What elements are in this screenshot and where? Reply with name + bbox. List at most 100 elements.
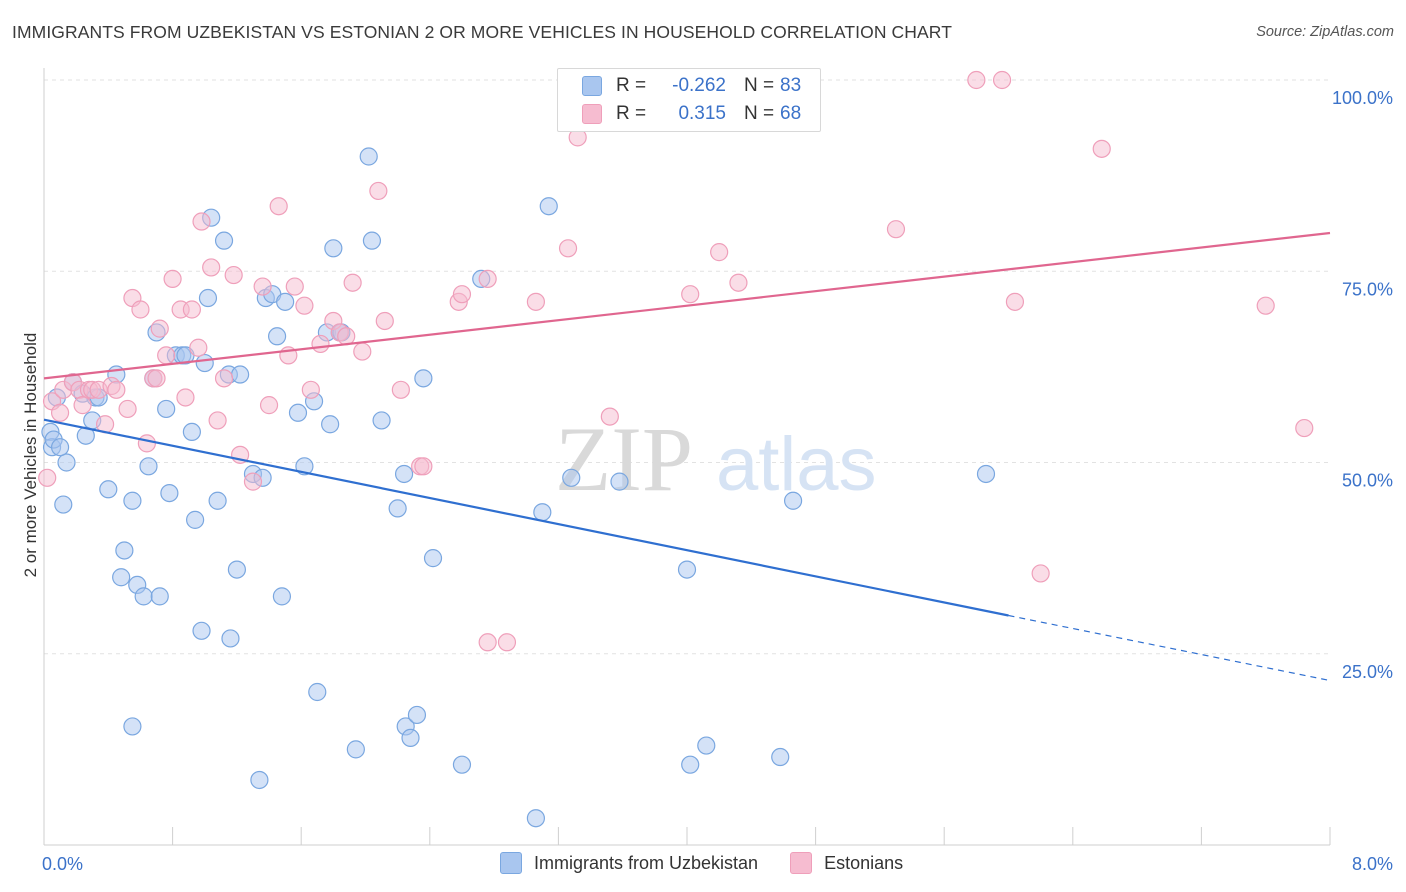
estonians-point: [886, 220, 906, 239]
estonians-point: [192, 212, 211, 231]
estonians-point: [967, 70, 986, 90]
uzbekistan-point: [112, 568, 131, 587]
uzbekistan-point: [562, 468, 581, 487]
estonians-point: [311, 334, 330, 354]
estonians-point: [253, 277, 272, 296]
uzbekistan-point: [227, 560, 246, 579]
uzbekistan-point: [526, 809, 545, 828]
estonians-point: [202, 258, 221, 277]
estonians-point: [131, 300, 150, 319]
estonians-point: [337, 327, 356, 346]
estonians-point: [600, 407, 619, 426]
estonians-point: [243, 472, 263, 491]
uzbekistan-point: [57, 453, 76, 472]
y-tick-label: 100.0%: [1332, 88, 1393, 108]
y-tick-label: 25.0%: [1342, 662, 1393, 682]
uzbekistan-point: [288, 403, 308, 422]
estonians-point: [73, 396, 92, 415]
estonians-point: [147, 369, 166, 388]
y-tick-label: 75.0%: [1342, 279, 1393, 299]
legend-row-estonians: R = 0.315 N = 68: [582, 101, 801, 127]
uzbekistan-point: [452, 755, 472, 774]
x-tick-label: 8.0%: [1352, 854, 1393, 874]
estonians-point: [992, 70, 1012, 90]
legend-row-uzbekistan: R = -0.262 N = 83: [582, 73, 801, 99]
uzbekistan-point: [771, 747, 790, 767]
series-legend: Immigrants from Uzbekistan Estonians: [500, 852, 935, 874]
uzbekistan-point: [221, 629, 240, 648]
uzbekistan-point: [388, 499, 407, 518]
uzbekistan-point: [99, 480, 118, 499]
uzbekistan-point: [394, 464, 414, 484]
uzbekistan-point: [372, 411, 391, 430]
uzbekistan-point: [198, 288, 218, 308]
estonians-point: [301, 380, 320, 399]
uzbekistan-point: [272, 587, 292, 606]
uzbekistan-point: [697, 736, 716, 755]
uzbekistan-trend-extension: [1008, 614, 1331, 682]
legend-r-value: -0.262: [672, 75, 726, 96]
estonians-point: [214, 369, 234, 388]
estonians-point: [353, 342, 372, 361]
uzbekistan-point: [192, 621, 211, 640]
uzbekistan-point: [321, 415, 340, 434]
uzbekistan-point: [423, 549, 443, 568]
uzbekistan-point: [401, 728, 420, 748]
uzbekistan-point: [186, 510, 205, 529]
x-tick-label: 0.0%: [42, 854, 83, 874]
uzbekistan-point: [182, 422, 201, 441]
uzbekistan-point: [414, 369, 433, 388]
estonians-point: [710, 243, 729, 262]
estonians-point: [558, 239, 578, 258]
estonians-point: [391, 380, 410, 399]
series-swatch-blue: [500, 852, 522, 874]
estonians-point: [163, 269, 182, 288]
estonians-point: [369, 181, 388, 201]
estonians-point: [1005, 292, 1025, 311]
uzbekistan-point: [160, 484, 179, 503]
uzbekistan-point: [362, 231, 382, 250]
uzbekistan-point: [267, 327, 287, 346]
uzbekistan-point: [783, 491, 803, 510]
estonians-point: [182, 300, 201, 319]
estonians-point: [285, 277, 304, 296]
estonians-point: [224, 265, 243, 285]
y-axis-label: 2 or more Vehicles in Household: [21, 333, 40, 578]
estonians-point: [150, 319, 169, 338]
uzbekistan-point: [533, 503, 552, 522]
estonians-point: [1295, 418, 1314, 438]
legend-r-label: R =: [616, 75, 647, 96]
estonians-point: [137, 434, 156, 453]
uzbekistan-point: [359, 147, 378, 166]
legend-r-label: R =: [616, 103, 647, 124]
legend-n-value: 83: [780, 75, 802, 96]
uzbekistan-point: [324, 239, 343, 258]
uzbekistan-point: [157, 399, 176, 419]
uzbekistan-point: [276, 292, 295, 311]
uzbekistan-point: [250, 770, 269, 790]
estonians-point: [295, 296, 314, 315]
uzbekistan-point: [139, 457, 158, 476]
uzbekistan-point: [308, 682, 327, 702]
uzbekistan-point: [115, 541, 134, 560]
uzbekistan-point: [123, 717, 142, 736]
estonians-point: [1031, 564, 1050, 583]
correlation-legend: R = -0.262 N = 83 R = 0.315 N = 68: [557, 68, 821, 132]
series-legend-label: Estonians: [824, 852, 904, 873]
estonians-point: [375, 311, 394, 331]
estonians-point: [269, 197, 288, 216]
estonians-point: [478, 633, 497, 652]
uzbekistan-point: [150, 587, 169, 606]
uzbekistan-point: [681, 755, 700, 774]
estonians-point: [452, 285, 472, 304]
uzbekistan-point: [677, 560, 697, 579]
watermark-zip: ZIP: [555, 408, 693, 510]
estonians-trend-line: [43, 231, 1331, 380]
uzbekistan-trend-line: [43, 418, 1009, 617]
series-legend-item-estonians: Estonians: [790, 852, 903, 874]
estonians-point: [118, 399, 137, 419]
uzbekistan-point: [610, 472, 629, 491]
estonians-point: [729, 273, 748, 292]
uzbekistan-point: [214, 231, 234, 250]
